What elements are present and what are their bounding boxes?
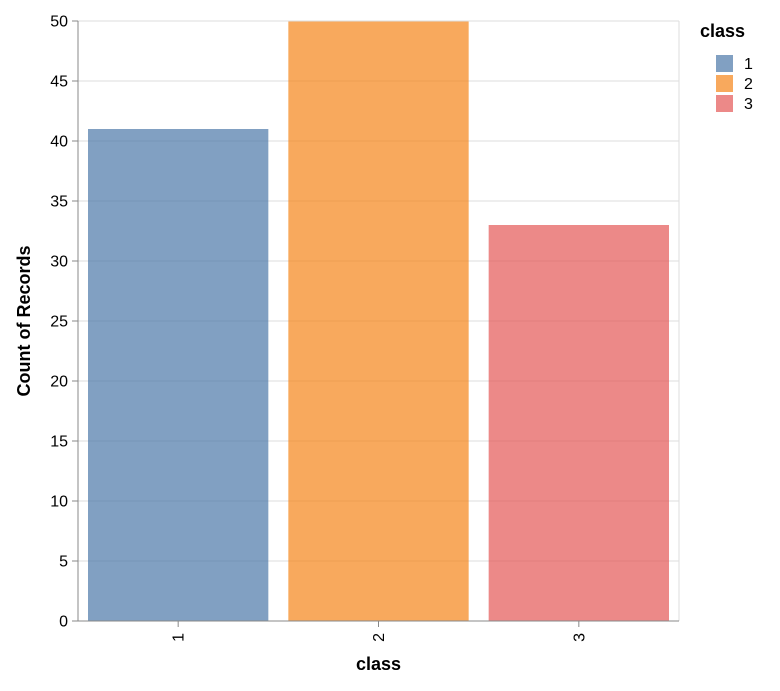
y-tick-label: 30 [50, 254, 68, 271]
y-tick-label: 25 [50, 314, 68, 331]
legend-swatch-1 [716, 55, 733, 72]
legend-title: class [700, 21, 745, 41]
y-tick-label: 15 [50, 434, 68, 451]
y-tick-label: 5 [59, 554, 68, 571]
x-tick-label: 3 [571, 633, 588, 642]
x-tick-label: 2 [371, 633, 388, 642]
x-tick-label: 1 [171, 633, 188, 642]
y-tick-label: 50 [50, 14, 68, 31]
bar-class-2 [288, 21, 469, 621]
legend-label-2: 2 [744, 76, 753, 93]
y-tick-label: 0 [59, 614, 68, 631]
y-tick-label: 35 [50, 194, 68, 211]
legend-entries: 1 2 3 [716, 55, 753, 113]
legend-swatch-2 [716, 75, 733, 92]
legend-swatch-3 [716, 95, 733, 112]
bar-class-3 [488, 225, 669, 621]
y-axis-title: Count of Records [14, 246, 34, 397]
legend-label-1: 1 [744, 56, 753, 73]
y-tick-label: 40 [50, 134, 68, 151]
y-tick-label: 20 [50, 374, 68, 391]
legend: class 1 2 3 [700, 21, 753, 113]
axes: 0 5 10 15 20 25 30 35 40 45 50 1 2 3 [50, 14, 680, 642]
y-tick-label: 10 [50, 494, 68, 511]
y-tick-label: 45 [50, 74, 68, 91]
legend-label-3: 3 [744, 96, 753, 113]
bar-class-1 [88, 129, 269, 621]
bars [88, 21, 669, 621]
x-axis-title: class [356, 654, 401, 674]
